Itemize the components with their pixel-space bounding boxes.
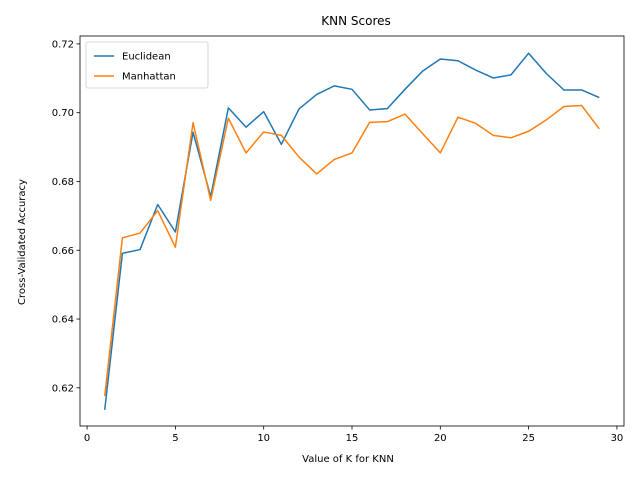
series-line-manhattan	[103, 104, 600, 397]
y-tick-label: 0.68	[52, 177, 74, 188]
chart-title: KNN Scores	[321, 14, 391, 28]
x-tick-label: 5	[172, 433, 178, 444]
series-lines	[79, 35, 625, 427]
legend: Euclidean Manhattan	[85, 41, 209, 89]
legend-label-euclidean: Euclidean	[122, 52, 171, 63]
x-tick-label: 0	[84, 433, 90, 444]
y-tick-label: 0.62	[52, 383, 74, 394]
y-axis: 0.62 0.64 0.66 0.68 0.70 0.72	[52, 39, 80, 394]
x-tick-label: 25	[522, 433, 535, 444]
x-axis: 0 5 10 15 20 25 30	[84, 426, 623, 444]
y-tick-label: 0.64	[52, 315, 74, 326]
plot-background	[80, 36, 624, 426]
plot-frame	[79, 35, 625, 427]
x-tick-label: 10	[257, 433, 270, 444]
legend-box	[85, 41, 209, 89]
x-tick-label: 20	[434, 433, 447, 444]
plot-area	[80, 36, 624, 426]
y-tick-label: 0.70	[52, 108, 74, 119]
x-tick-label: 15	[346, 433, 359, 444]
y-tick-label: 0.72	[52, 39, 74, 50]
x-tick-label: 30	[611, 433, 624, 444]
y-axis-label: Cross-Validated Accuracy	[17, 179, 28, 305]
x-axis-label: Value of K for KNN	[302, 454, 394, 465]
y-tick-label: 0.66	[52, 246, 74, 257]
legend-label-manhattan: Manhattan	[122, 72, 176, 83]
